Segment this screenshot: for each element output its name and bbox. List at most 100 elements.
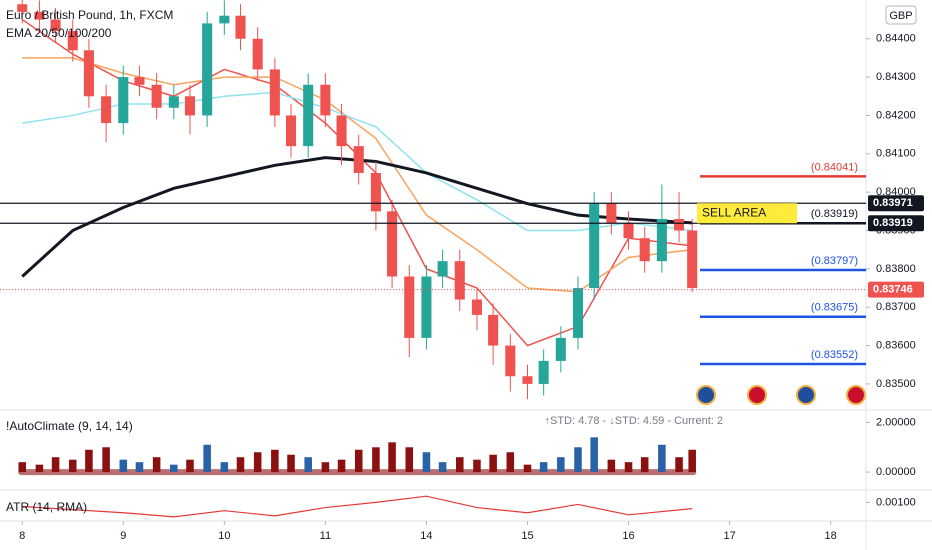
candle-body xyxy=(555,337,566,361)
level-label: (0.84041) xyxy=(811,161,858,173)
candle-body xyxy=(656,218,667,262)
candle-body xyxy=(67,31,78,51)
candle-body xyxy=(118,77,129,124)
y-tick-label: 0.00100 xyxy=(876,496,916,508)
x-tick-label: 11 xyxy=(320,530,331,542)
price-tag xyxy=(868,215,924,232)
candle-body xyxy=(687,230,698,289)
candle-body xyxy=(34,11,45,20)
y-tick-label: 0.84400 xyxy=(876,33,916,45)
climate-bar xyxy=(489,454,497,473)
price-tag-label: 0.83971 xyxy=(873,197,913,209)
price-tag xyxy=(868,195,924,212)
candle-body xyxy=(387,211,398,277)
y-tick-label: 0.00000 xyxy=(876,466,916,478)
ema-line xyxy=(22,57,693,293)
y-tick-label: 0.84100 xyxy=(876,148,916,160)
climate-bar xyxy=(85,449,93,473)
candle-body xyxy=(370,172,381,212)
x-tick-label: 14 xyxy=(420,530,432,542)
climate-bar xyxy=(607,459,616,473)
candle-body xyxy=(151,84,162,108)
climate-bar xyxy=(287,454,295,473)
climate-bar xyxy=(438,462,447,473)
climate-bar xyxy=(135,462,144,473)
candle-body xyxy=(184,96,196,116)
climate-bar xyxy=(236,457,245,473)
indicator-stats: ↑STD: 4.78 - ↓STD: 4.59 - Current: 2 xyxy=(544,415,723,427)
climate-bar xyxy=(35,464,44,473)
candle-body xyxy=(505,345,516,377)
climate-bar xyxy=(186,459,194,473)
annotation-box xyxy=(697,203,797,224)
candle-body xyxy=(219,15,230,24)
climate-bar xyxy=(506,452,515,473)
candle-body xyxy=(50,19,61,32)
candle-body xyxy=(168,96,179,108)
climate-bar xyxy=(170,464,178,473)
ema-line xyxy=(21,18,693,347)
candle-body xyxy=(471,299,482,315)
climate-bar xyxy=(271,449,279,473)
y-tick-label: 0.83800 xyxy=(876,263,916,275)
indicator-label: EMA 20/50/100/200 xyxy=(6,26,112,40)
indicator-label: !AutoClimate (9, 14, 14) xyxy=(6,419,133,433)
candle-body xyxy=(639,238,650,262)
candle-body xyxy=(336,115,347,147)
price-tag-label: 0.83746 xyxy=(873,283,913,295)
climate-bar xyxy=(203,444,211,473)
x-tick-label: 17 xyxy=(723,530,735,542)
currency-label: GBP xyxy=(889,10,912,22)
climate-bar xyxy=(640,457,649,473)
annotation: SELL AREA xyxy=(702,205,766,219)
y-tick-label: 2.00000 xyxy=(876,416,916,428)
candle-body xyxy=(252,38,263,70)
candle-body xyxy=(606,203,617,223)
x-tick-label: 9 xyxy=(120,530,126,542)
candle-body xyxy=(320,84,331,116)
climate-bar xyxy=(372,447,380,473)
level-label: (0.83797) xyxy=(811,255,858,267)
climate-bar xyxy=(68,459,77,473)
climate-bar xyxy=(422,452,431,473)
candle-body xyxy=(235,15,246,39)
climate-bar xyxy=(557,457,565,473)
eur-event-icon[interactable] xyxy=(696,385,716,405)
climate-bar xyxy=(354,449,363,473)
climate-bar xyxy=(405,447,414,473)
x-tick-label: 18 xyxy=(825,530,837,542)
y-tick-label: 0.84300 xyxy=(876,71,916,83)
climate-bar xyxy=(473,459,481,473)
climate-bar xyxy=(220,462,229,473)
candle-body xyxy=(538,360,549,384)
climate-bar xyxy=(51,457,60,473)
level-label: (0.83552) xyxy=(811,349,858,361)
eur-event-icon[interactable] xyxy=(796,385,816,405)
climate-bar xyxy=(18,462,27,473)
indicator-label: ATR (14, RMA) xyxy=(6,500,87,514)
candle-body xyxy=(404,276,415,338)
candle-body xyxy=(589,203,600,289)
event-icons[interactable] xyxy=(696,385,866,405)
y-tick-label: 0.83700 xyxy=(876,301,916,313)
price-tag-label: 0.83919 xyxy=(873,217,913,229)
climate-bar xyxy=(253,452,262,473)
level-label: (0.83675) xyxy=(811,302,858,314)
climate-bar xyxy=(456,457,464,473)
atr-line xyxy=(22,495,693,518)
currency-badge[interactable] xyxy=(885,5,917,25)
ema-line xyxy=(21,156,693,278)
candle-body xyxy=(17,4,28,12)
climate-bar xyxy=(574,447,582,473)
x-tick-label: 16 xyxy=(622,530,634,542)
gbp-event-icon[interactable] xyxy=(846,385,866,405)
x-tick-label: 15 xyxy=(521,530,533,542)
climate-bar xyxy=(152,457,161,473)
candle-body xyxy=(522,376,533,384)
candle-body xyxy=(353,146,364,173)
candle-body xyxy=(101,96,112,124)
climate-bar xyxy=(321,462,330,473)
gbp-event-icon[interactable] xyxy=(747,385,767,405)
climate-bar xyxy=(675,457,683,473)
